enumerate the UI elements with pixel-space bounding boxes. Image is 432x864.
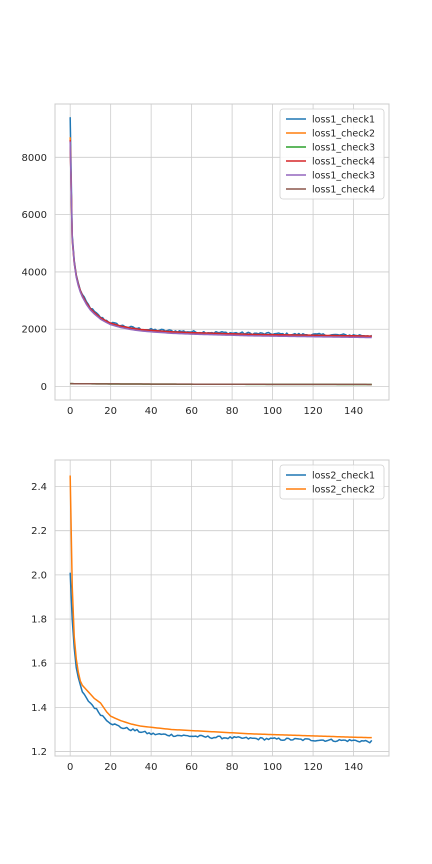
x-tick-label: 60 (185, 406, 198, 417)
y-tick-label: 8000 (22, 153, 47, 164)
legend-label: loss1_check1 (312, 115, 375, 126)
x-tick-label: 140 (344, 406, 363, 417)
x-tick-label: 80 (226, 762, 239, 773)
chart-loss2: 0 20 40 60 80 100 120 140 1.2 1.4 1.6 1.8 2.0 2.2 2.4 l… (31, 459, 390, 773)
y-tick-label: 4000 (22, 267, 47, 278)
legend-label: loss2_check2 (312, 485, 375, 496)
legend: loss1_check1loss1_check2loss1_check3loss… (279, 108, 385, 200)
x-tick-label: 20 (104, 762, 117, 773)
legend-label: loss1_check4 (312, 185, 375, 196)
x-tick-label: 60 (185, 762, 198, 773)
x-tick-label: 120 (304, 762, 323, 773)
x-tick-label: 100 (263, 406, 282, 417)
series-line-loss2_check1 (69, 572, 373, 744)
series-line-loss1_check4 (70, 382, 372, 386)
legend-box (279, 464, 385, 500)
plot-area (55, 460, 389, 756)
axes-frame (54, 459, 390, 757)
y-tick-label: 1.2 (31, 747, 47, 758)
x-tick-labels: 0 20 40 60 80 100 120 140 (67, 406, 363, 417)
legend-label: loss1_check3 (312, 171, 375, 182)
series-lines (69, 117, 373, 386)
series-lines (69, 475, 373, 744)
legend-label: loss2_check1 (312, 471, 375, 482)
grid (55, 104, 389, 400)
x-tick-label: 100 (263, 762, 282, 773)
y-tick-labels: 0 2000 4000 6000 8000 (22, 153, 47, 393)
y-tick-label: 2000 (22, 325, 47, 336)
y-tick-label: 0 (41, 382, 47, 393)
x-tick-label: 0 (67, 406, 73, 417)
legend-label: loss1_check4 (312, 157, 375, 168)
y-tick-label: 6000 (22, 210, 47, 221)
y-tick-label: 2.2 (31, 526, 47, 537)
y-tick-label: 2.4 (31, 482, 47, 493)
x-tick-label: 40 (145, 406, 158, 417)
series-line-loss2_check2 (69, 475, 372, 739)
x-tick-label: 80 (226, 406, 239, 417)
x-tick-labels: 0 20 40 60 80 100 120 140 (67, 762, 363, 773)
legend: loss2_check1 loss2_check2 (279, 464, 385, 500)
x-tick-label: 20 (104, 406, 117, 417)
legend-label: loss1_check2 (312, 129, 375, 140)
series-line-loss1_check4 (69, 140, 372, 337)
y-tick-labels: 1.2 1.4 1.6 1.8 2.0 2.2 2.4 (31, 482, 47, 758)
x-tick-label: 40 (145, 762, 158, 773)
grid (55, 460, 389, 756)
chart-loss1: 0 20 40 60 80 100 120 140 0 2000 4000 6000 8000 loss1… (22, 103, 390, 417)
y-tick-label: 1.6 (31, 659, 47, 670)
legend-box (279, 108, 385, 200)
y-tick-label: 2.0 (31, 570, 47, 581)
legend-label: loss1_check3 (312, 143, 375, 154)
axes-frame (54, 103, 390, 401)
y-tick-label: 1.4 (31, 703, 47, 714)
series-line-loss1_check3 (69, 141, 372, 339)
x-tick-label: 140 (344, 762, 363, 773)
x-tick-label: 0 (67, 762, 73, 773)
y-tick-label: 1.8 (31, 615, 47, 626)
x-tick-label: 120 (304, 406, 323, 417)
